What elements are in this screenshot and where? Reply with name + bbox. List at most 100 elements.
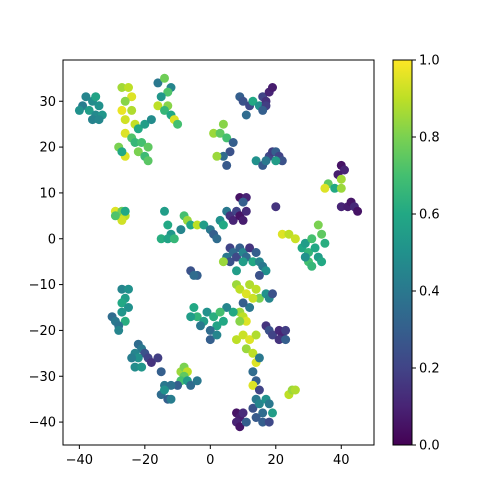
points-layer (74, 73, 363, 432)
scatter-point (241, 316, 251, 326)
scatter-point (336, 174, 346, 184)
scatter-point (120, 115, 130, 125)
scatter-point (218, 220, 228, 230)
scatter-point (143, 142, 153, 152)
scatter-point (261, 266, 271, 276)
scatter-point (212, 234, 222, 244)
scatter-point (215, 128, 225, 138)
scatter-point (238, 197, 248, 207)
scatter-point (117, 307, 127, 317)
scatter-point (320, 238, 330, 248)
scatter-point (133, 124, 143, 134)
scatter-point (241, 344, 251, 354)
scatter-point (153, 101, 163, 111)
scatter-point (238, 215, 248, 225)
scatter-point (336, 183, 346, 193)
scatter-point (235, 284, 245, 294)
scatter-point (140, 119, 150, 129)
scatter-point (160, 385, 169, 395)
scatter-point (232, 335, 241, 345)
scatter-point (281, 335, 291, 345)
scatter-point (166, 394, 176, 404)
scatter-point (254, 399, 264, 409)
scatter-point (251, 330, 261, 340)
scatter-point (261, 156, 271, 166)
scatter-point (173, 380, 183, 390)
scatter-point (120, 206, 130, 216)
scatter-point (114, 325, 124, 335)
scatter-point (225, 147, 235, 157)
scatter-point (156, 367, 166, 377)
scatter-point (238, 330, 248, 340)
scatter-point (232, 252, 241, 262)
scatter-point (146, 115, 156, 125)
scatter-point (218, 316, 228, 326)
scatter-point (130, 138, 140, 147)
scatter-point (241, 417, 251, 427)
scatter-point (284, 229, 294, 239)
scatter-point (248, 367, 258, 377)
scatter-point (268, 289, 277, 299)
scatter-point (310, 243, 320, 253)
scatter-point (133, 147, 143, 157)
x-tick-label: 0 (206, 453, 214, 468)
scatter-point (117, 147, 127, 157)
scatter-point (120, 96, 130, 106)
scatter-point (133, 353, 143, 363)
scatter-point (117, 105, 127, 115)
scatter-point (124, 83, 133, 92)
y-tick-label: 10 (39, 186, 56, 201)
scatter-point (124, 303, 133, 312)
scatter-point (235, 316, 245, 326)
scatter-point (248, 380, 258, 390)
scatter-point (222, 160, 232, 170)
scatter-point (336, 202, 346, 212)
scatter-point (307, 261, 317, 271)
scatter-point (218, 257, 228, 267)
scatter-point (74, 105, 84, 115)
scatter-point (205, 325, 215, 335)
scatter-point (127, 92, 137, 102)
y-tick-label: −40 (29, 416, 56, 431)
scatter-point (127, 105, 137, 115)
scatter-point (91, 92, 101, 102)
scatter-point (320, 183, 330, 193)
scatter-point (258, 408, 268, 418)
scatter-point (251, 413, 261, 422)
scatter-point (212, 321, 222, 331)
colorbar-tick-label: 0.4 (419, 285, 440, 300)
scatter-point (192, 376, 202, 386)
scatter-point (254, 353, 264, 363)
scatter-point (300, 252, 310, 262)
x-tick-label: 20 (268, 453, 285, 468)
scatter-point (110, 211, 120, 221)
scatter-point (251, 284, 261, 294)
scatter-point (254, 270, 264, 280)
scatter-point (117, 215, 127, 225)
colorbar: 0.0 0.2 0.4 0.6 0.8 1.0 (392, 54, 440, 454)
y-tick-label: −10 (29, 278, 56, 293)
scatter-point (241, 110, 251, 120)
scatter-point (317, 257, 327, 267)
scatter-point (271, 156, 281, 166)
scatter-point (192, 312, 202, 322)
scatter-point (117, 83, 127, 92)
plot-frame (62, 59, 375, 446)
scatter-point (232, 266, 241, 276)
scatter-point (254, 385, 264, 395)
scatter-point (268, 330, 277, 340)
scatter-point (222, 133, 232, 143)
scatter-point (271, 202, 281, 212)
colorbar-tick-label: 0.8 (419, 131, 440, 146)
scatter-point (117, 298, 127, 308)
colorbar-tick-label: 0.0 (419, 439, 440, 454)
scatter-point (143, 156, 153, 166)
scatter-point (153, 353, 163, 363)
scatter-point (160, 73, 169, 83)
scatter-point (248, 96, 258, 106)
scatter-point (268, 83, 277, 92)
y-tick-label: 0 (48, 232, 56, 247)
scatter-point (248, 257, 258, 267)
scatter-point (264, 399, 274, 409)
